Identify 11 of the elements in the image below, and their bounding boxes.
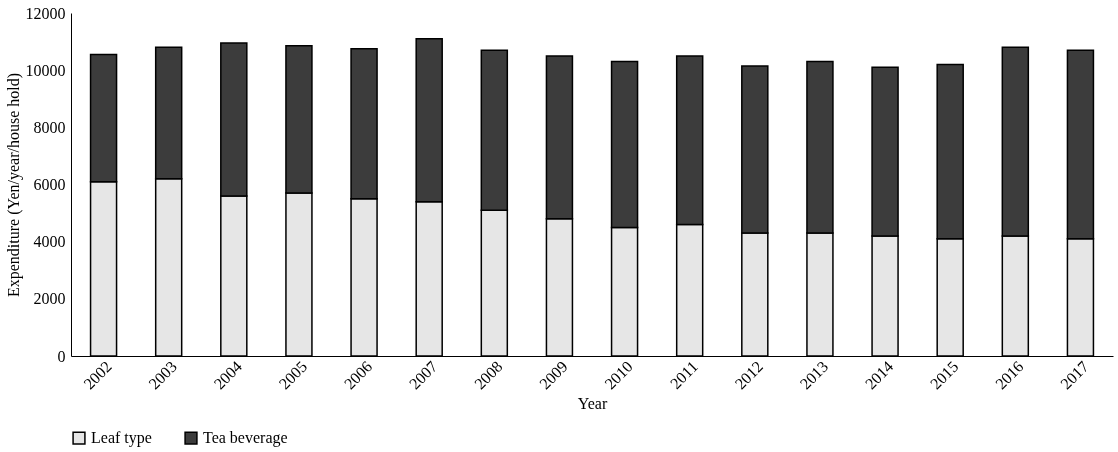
y-tick-label: 6000 xyxy=(33,176,66,193)
legend-label: Tea beverage xyxy=(203,429,288,448)
y-tick-label: 12000 xyxy=(25,4,66,22)
y-tick-label: 2000 xyxy=(33,290,66,308)
y-tick-label: 8000 xyxy=(33,118,66,136)
y-tick-label: 4000 xyxy=(33,233,66,251)
legend-label: Leaf type xyxy=(91,429,152,448)
y-tick-label: 10000 xyxy=(25,61,66,79)
x-axis-title: Year xyxy=(577,395,608,413)
y-axis-title: Expenditure (Yen/year/house hold) xyxy=(4,72,23,298)
y-tick-label: 0 xyxy=(57,347,66,365)
